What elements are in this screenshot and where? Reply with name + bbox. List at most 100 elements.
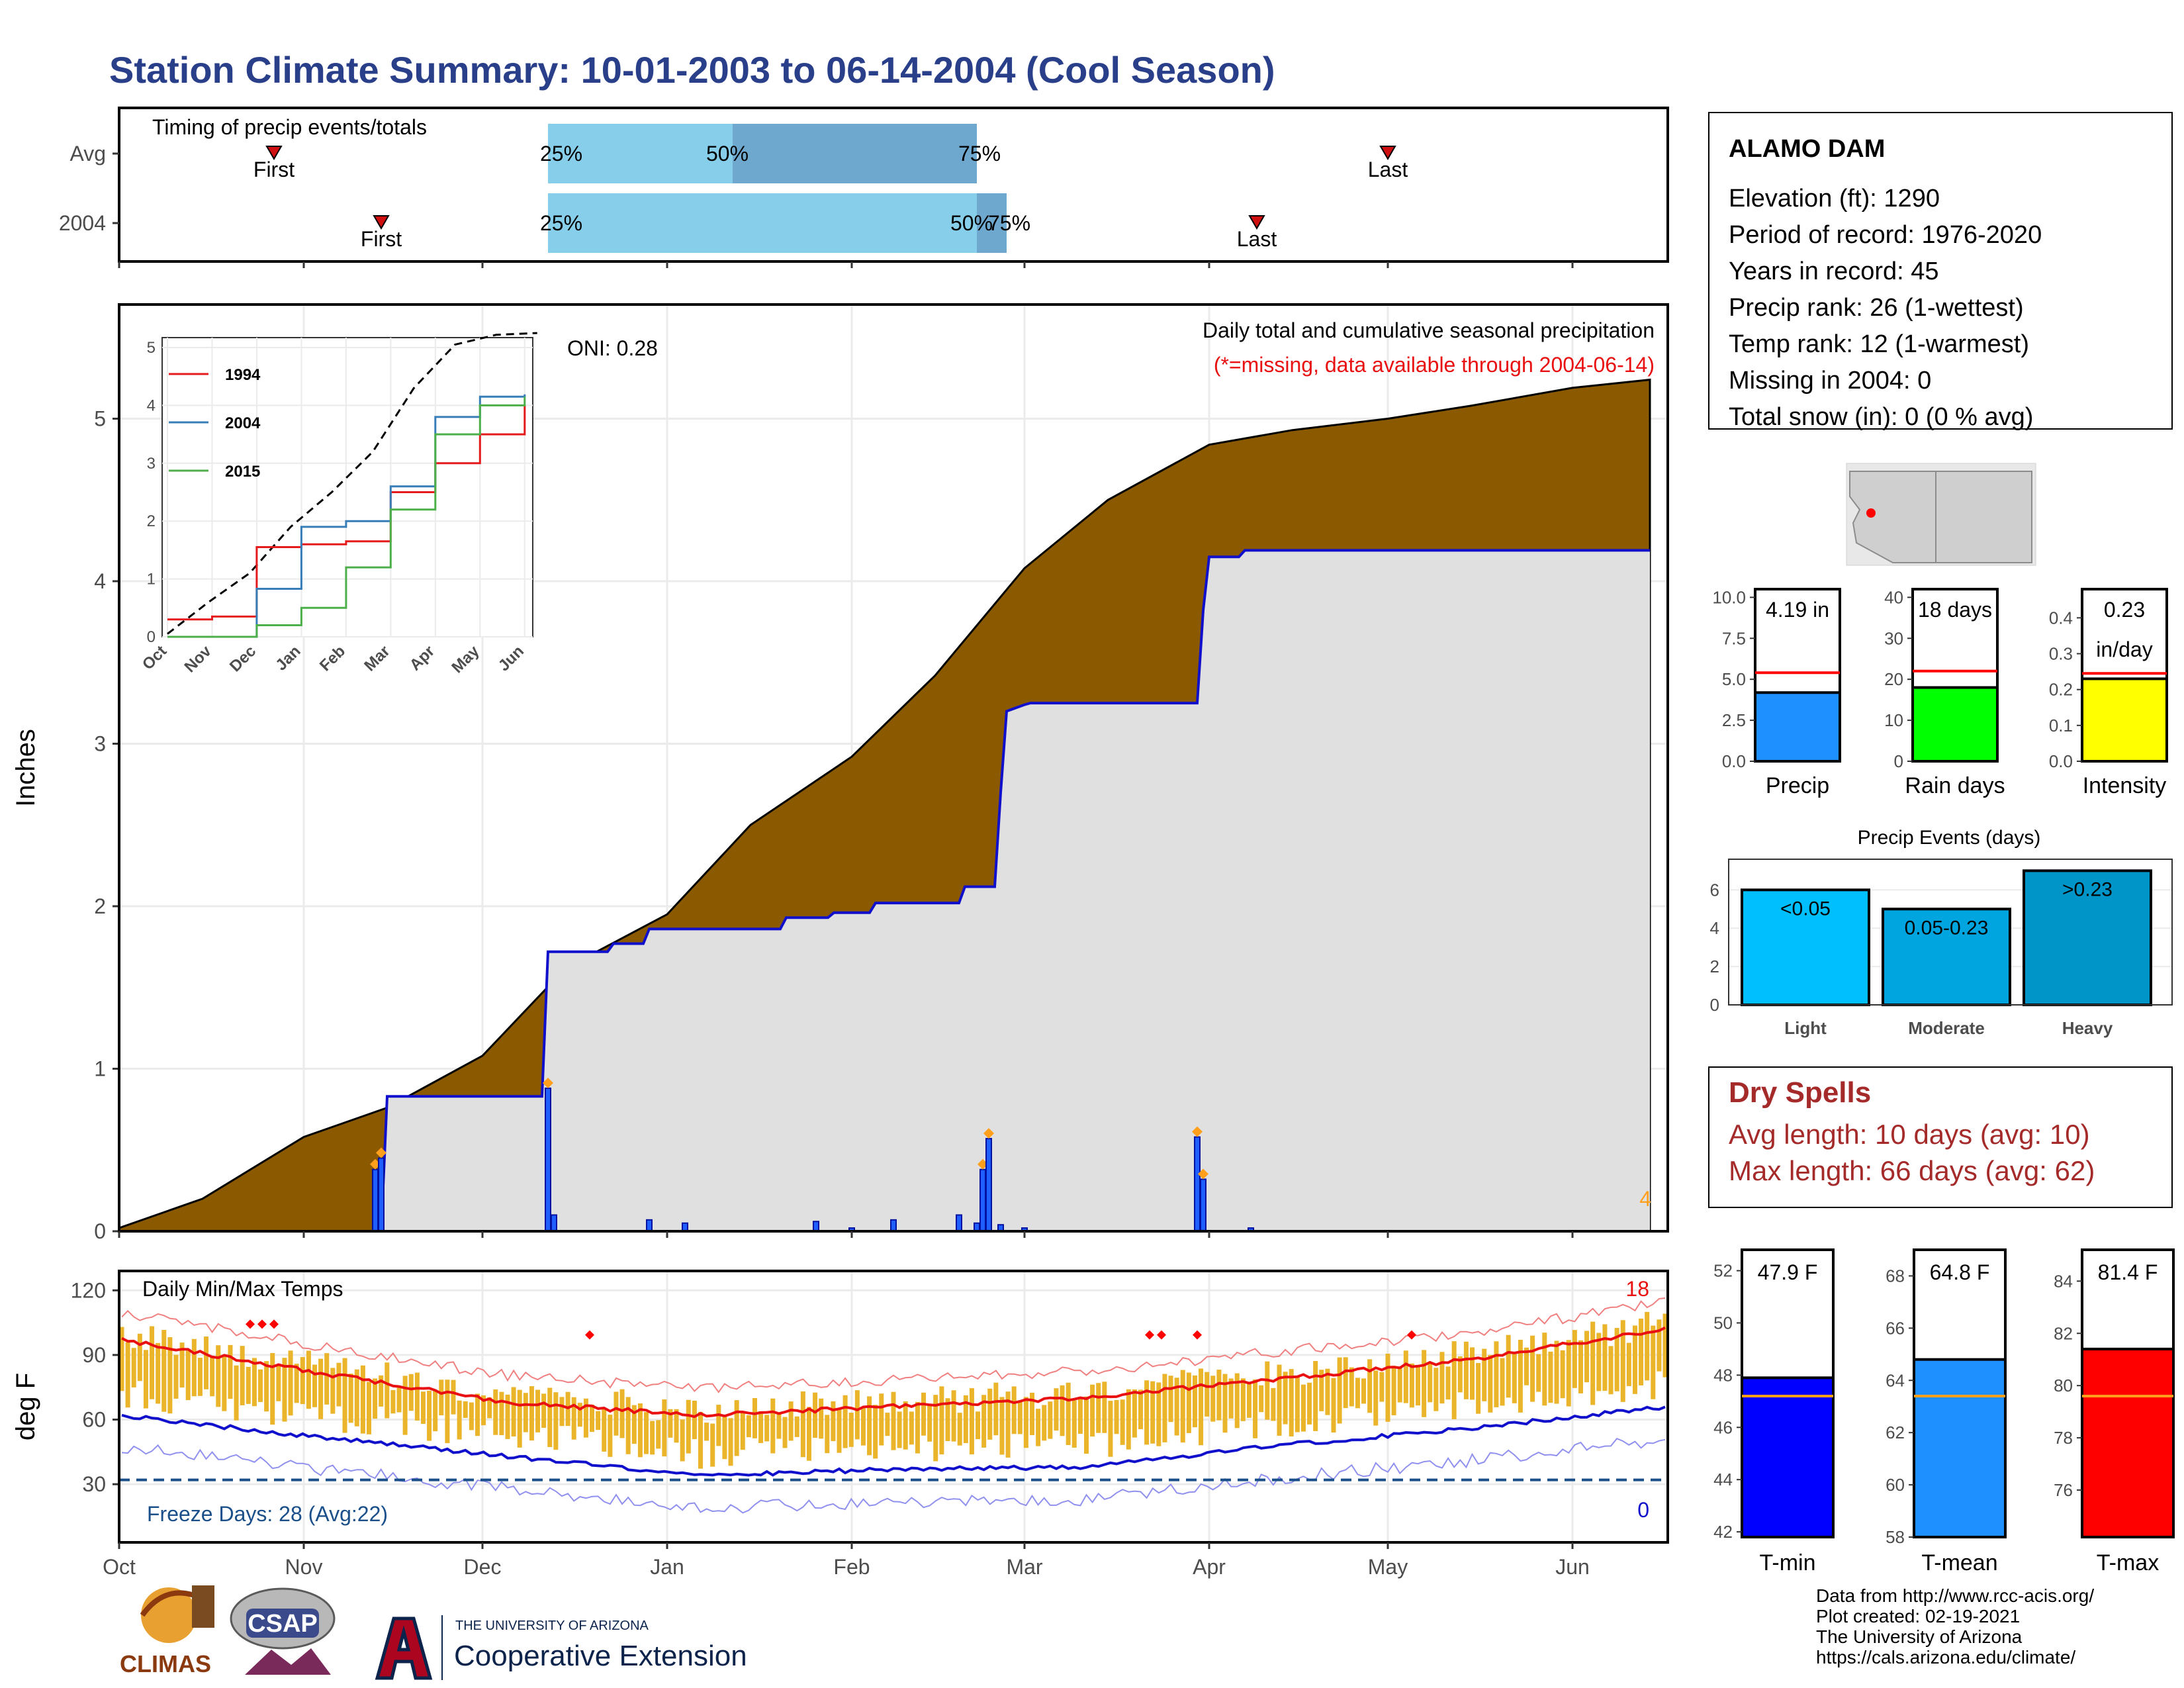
temp-bar-value-label-1: 64.8 F <box>1930 1260 1990 1284</box>
daily-temp-bar-4 <box>143 1350 148 1409</box>
timing-bar-25-50-0 <box>548 124 733 183</box>
daily-temp-bar-177 <box>1186 1372 1191 1433</box>
precip-ytick-0: 0 <box>94 1219 106 1243</box>
station-info: ALAMO DAM Elevation (ft): 1290 Period of … <box>1708 112 2173 431</box>
daily-temp-bar-244 <box>1590 1321 1596 1405</box>
temp-bar-ytick-2-2: 80 <box>2054 1376 2073 1395</box>
daily-temp-bar-59 <box>475 1393 480 1436</box>
daily-temp-bar-170 <box>1144 1380 1150 1445</box>
temp-ytick-1: 60 <box>82 1408 106 1432</box>
daily-temp-bar-78 <box>590 1405 595 1432</box>
daily-temp-bar-149 <box>1017 1401 1023 1434</box>
event-bar-label-1: 0.05-0.23 <box>1905 917 1989 939</box>
daily-temp-bar-216 <box>1422 1350 1427 1417</box>
precip-ytick-5: 5 <box>94 407 106 431</box>
temp-bar-ytick-0-4: 50 <box>1713 1313 1733 1333</box>
daily-temp-bar-234 <box>1530 1335 1535 1402</box>
daily-temp-bar-52 <box>433 1389 438 1432</box>
daily-temp-bar-232 <box>1518 1339 1523 1413</box>
inset-ytick-5: 5 <box>147 339 156 357</box>
timing-first-marker-1 <box>373 215 390 230</box>
daily-temp-bar-44 <box>385 1362 390 1419</box>
daily-temp-bar-83 <box>619 1389 625 1438</box>
record-high-marker-1 <box>257 1319 267 1329</box>
precip-events-bars: 0 2 4 6 <0.05 Light 0.05-0.23 Moderate >0.23 Heav… <box>1710 859 2173 1038</box>
temp-bar-value-label-0: 47.9 F <box>1758 1260 1818 1284</box>
csap-logo-mountain <box>245 1648 331 1675</box>
daily-temp-bar-218 <box>1433 1368 1439 1411</box>
daily-temp-bar-9 <box>173 1354 179 1399</box>
daily-temp-bar-94 <box>686 1399 691 1454</box>
daily-temp-bar-185 <box>1234 1373 1240 1429</box>
daily-temp-bar-135 <box>933 1395 938 1462</box>
daily-temp-bar-241 <box>1572 1330 1577 1388</box>
timing-last-label-0: Last <box>1368 158 1408 181</box>
daily-temp-bar-194 <box>1289 1369 1294 1436</box>
daily-temp-bar-50 <box>420 1391 426 1424</box>
daily-temp-bar-190 <box>1265 1361 1270 1420</box>
event-bar-0 <box>1741 888 1870 1006</box>
mini-bar-ytick-1-2: 20 <box>1884 669 1903 689</box>
source-line-2: The University of Arizona <box>1816 1626 2023 1647</box>
daily-temp-bar-67 <box>523 1393 528 1432</box>
daily-temp-bar-206 <box>1361 1378 1367 1404</box>
inset-frame <box>161 337 533 637</box>
daily-temp-bar-15 <box>210 1356 215 1397</box>
daily-precip-bar-2 <box>545 1087 551 1232</box>
daily-temp-bar-138 <box>951 1390 956 1442</box>
timing-row-label-1: 2004 <box>59 211 106 235</box>
daily-temp-bar-36 <box>336 1362 341 1407</box>
daily-temp-bar-178 <box>1192 1375 1197 1428</box>
daily-temp-bar-24 <box>264 1361 269 1412</box>
temp-bar-ytick-1-5: 68 <box>1886 1266 1905 1286</box>
timing-row-label-0: Avg <box>69 142 106 165</box>
daily-temp-bar-163 <box>1102 1382 1107 1433</box>
daily-temp-bar-158 <box>1071 1400 1077 1448</box>
daily-temp-bar-197 <box>1307 1382 1312 1425</box>
arizona-logo: THE UNIVERSITY OF ARIZONA Cooperative Ex… <box>375 1615 747 1680</box>
daily-temp-bar-1 <box>125 1342 130 1408</box>
inset-ytick-2: 2 <box>147 512 156 530</box>
daily-temp-bar-97 <box>704 1423 709 1441</box>
daily-temp-bar-127 <box>885 1413 890 1436</box>
daily-temp-bar-230 <box>1506 1335 1511 1398</box>
month-axis: Oct Nov Dec Jan Feb Mar Apr May Jun <box>103 1231 1590 1579</box>
csap-logo-banner <box>246 1609 319 1638</box>
daily-temp-bar-79 <box>596 1411 601 1430</box>
daily-temp-bar-248 <box>1614 1328 1619 1391</box>
summary-bars: 4.19 in Precip 0.0 2.5 5.0 7.5 10.0 18 days Rain… <box>1712 587 2168 798</box>
mini-bar-value-label-1: 18 days <box>1918 598 1992 622</box>
daily-temp-bar-154 <box>1048 1401 1053 1439</box>
timing-first-label-1: First <box>361 227 402 251</box>
daily-temp-bar-196 <box>1300 1384 1306 1432</box>
daily-temp-bar-6 <box>156 1342 161 1404</box>
temp-bar-ytick-1-2: 62 <box>1886 1423 1905 1442</box>
daily-temp-bar-233 <box>1524 1347 1529 1385</box>
daily-precip-marker-16 <box>1198 1168 1208 1180</box>
month-label-7: May <box>1368 1555 1408 1579</box>
daily-temp-bar-73 <box>559 1397 565 1427</box>
mini-bar-ytick-2-1: 0.1 <box>2049 716 2073 735</box>
daily-temp-bar-173 <box>1162 1374 1167 1442</box>
record-high-marker-2 <box>269 1319 279 1329</box>
temp-bar-ytick-0-1: 44 <box>1713 1470 1733 1489</box>
daily-temp-bar-223 <box>1463 1341 1469 1399</box>
timing-last-marker-1 <box>1248 215 1265 230</box>
record-high-marker-5 <box>1157 1330 1166 1340</box>
daily-temp-bar-141 <box>969 1388 974 1455</box>
daily-temp-bar-39 <box>354 1369 359 1427</box>
daily-temp-bar-167 <box>1126 1389 1131 1450</box>
daily-precip-bar-16 <box>1200 1178 1206 1232</box>
events-frame <box>1728 859 2173 1006</box>
daily-temp-bar-57 <box>463 1401 468 1418</box>
station-line-6: Total snow (in): 0 (0 % avg) <box>1729 403 2033 431</box>
daily-temp-bar-159 <box>1077 1398 1083 1434</box>
daily-temp-bar-91 <box>668 1409 673 1438</box>
daily-temp-bar-16 <box>216 1345 221 1407</box>
daily-temp-bar-96 <box>698 1411 703 1469</box>
station-lines: Elevation (ft): 1290 Period of record: 19… <box>1729 185 2042 431</box>
daily-temp-bar-238 <box>1554 1340 1559 1404</box>
daily-temp-bar-112 <box>794 1416 799 1437</box>
arizona-large-text: Cooperative Extension <box>454 1640 747 1672</box>
